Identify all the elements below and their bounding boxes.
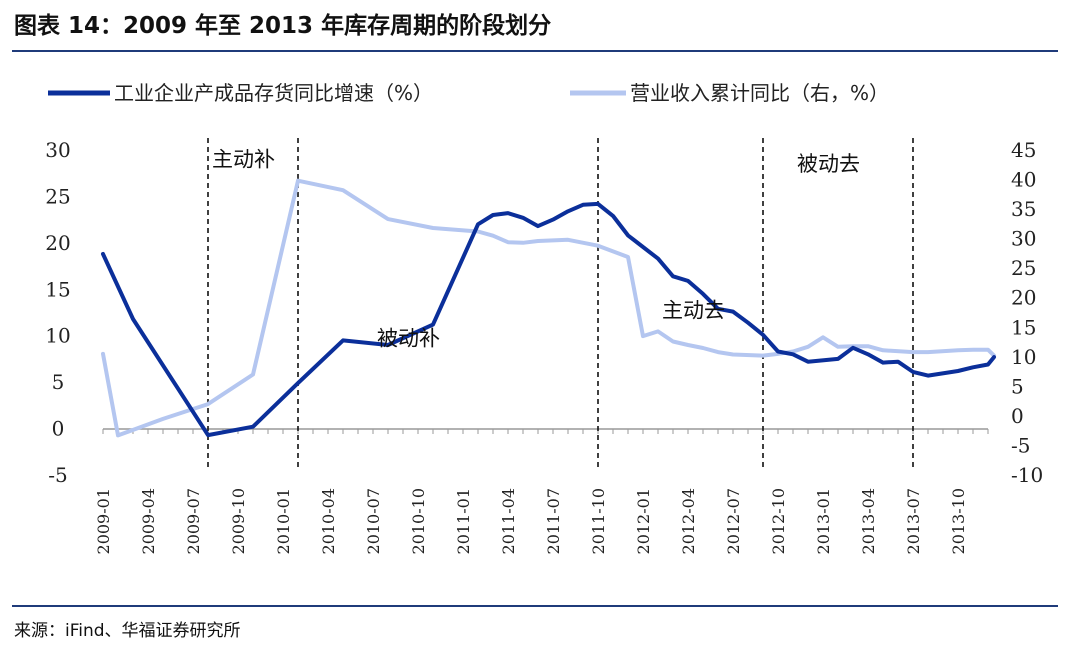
axes: 2009-01 2009-04 2009-07 2009-10 2010-01 2010-… [45, 138, 1043, 554]
series-line-revenue [101, 178, 996, 438]
y-left-tick-label: 15 [45, 277, 70, 301]
x-tick-label: 2013-10 [949, 488, 968, 554]
x-tick-label: 2009-07 [184, 488, 203, 554]
y-left-tick-label: -5 [48, 463, 67, 487]
x-tick-label: 2009-04 [139, 488, 158, 554]
y-right-tick-label: 5 [1011, 374, 1024, 398]
x-tick-label: 2010-10 [409, 488, 428, 554]
y-left-tick-label: 20 [45, 231, 70, 255]
y-right-tick-label: 45 [1011, 138, 1036, 162]
legend: 工业企业产成品存货同比增速（%） 营业收入累计同比（右，%） [48, 81, 889, 105]
x-tick-label: 2012-10 [769, 488, 788, 554]
series-lines [101, 178, 996, 438]
phase-dividers [207, 138, 914, 470]
x-tick-label: 2012-01 [634, 488, 653, 554]
y-right-tick-label: 20 [1011, 286, 1036, 310]
x-tick-label: 2011-10 [589, 488, 608, 554]
x-tick-label: 2011-07 [544, 488, 563, 554]
y-left-tick-label: 30 [45, 138, 70, 162]
legend-label-inventory: 工业企业产成品存货同比增速（%） [114, 81, 433, 105]
y-right-tick-label: 35 [1011, 197, 1036, 221]
x-tick-label: 2010-04 [319, 488, 338, 554]
x-tick-label: 2012-04 [679, 488, 698, 554]
x-tick-label: 2011-04 [499, 488, 518, 554]
page-title: 图表 14：2009 年至 2013 年库存周期的阶段划分 [14, 13, 552, 39]
y-right-tick-label: 25 [1011, 256, 1036, 280]
y-left-tick-label: 10 [45, 324, 70, 348]
y-right-tick-label: 10 [1011, 345, 1036, 369]
series-line-inventory [101, 201, 996, 438]
footer-rule [12, 605, 1058, 607]
y-left-tick-label: 0 [52, 417, 65, 441]
y-right-tick-label: 30 [1011, 227, 1036, 251]
phase-label: 被动去 [797, 152, 860, 176]
y-right-tick-label: 0 [1011, 404, 1024, 428]
phase-label: 被动补 [377, 327, 440, 351]
y-left-tick-label: 5 [52, 370, 65, 394]
phase-label: 主动补 [212, 147, 275, 171]
x-tick-label: 2010-01 [274, 488, 293, 554]
x-tick-label: 2011-01 [454, 488, 473, 554]
x-tick-label: 2013-07 [904, 488, 923, 554]
x-tick-label: 2013-04 [859, 488, 878, 554]
y-right-tick-label: 15 [1011, 315, 1036, 339]
y-right-tick-label: -5 [1011, 433, 1030, 457]
source-note: 来源：iFind、华福证券研究所 [14, 621, 241, 641]
y-right-tick-label: 40 [1011, 168, 1036, 192]
y-right-tick-label: -10 [1011, 463, 1043, 487]
x-tick-label: 2010-07 [364, 488, 383, 554]
chart: 工业企业产成品存货同比增速（%） 营业收入累计同比（右，%） 2009-01 20… [45, 81, 1043, 554]
title-rule [12, 50, 1058, 52]
phase-label: 主动去 [662, 299, 725, 323]
x-tick-label: 2009-10 [229, 488, 248, 554]
x-tick-label: 2013-01 [814, 488, 833, 554]
x-tick-label: 2012-07 [724, 488, 743, 554]
y-left-tick-label: 25 [45, 184, 70, 208]
legend-label-revenue: 营业收入累计同比（右，%） [630, 81, 889, 105]
x-tick-label: 2009-01 [94, 488, 113, 554]
